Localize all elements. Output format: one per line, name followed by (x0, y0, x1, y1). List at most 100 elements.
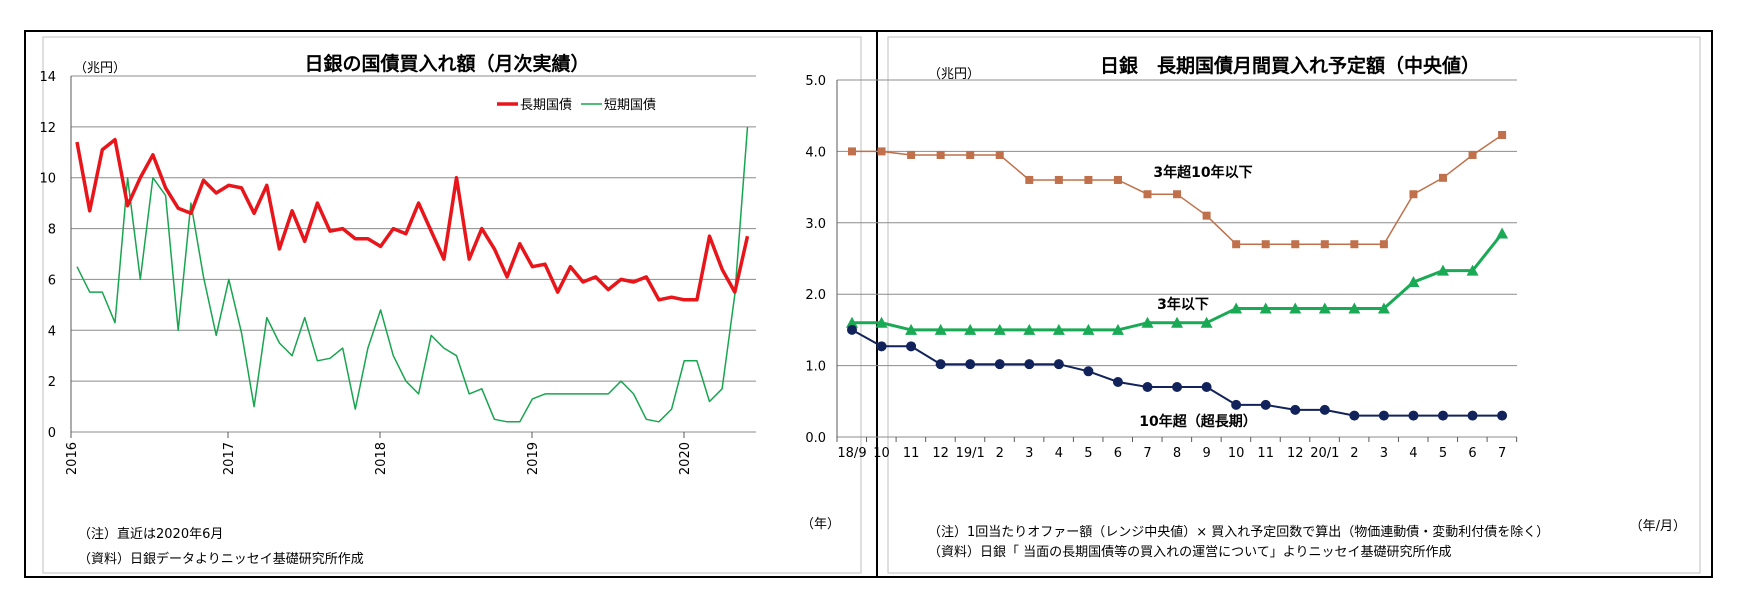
data-point-circle (1172, 382, 1183, 393)
x-unit-label: （年/月） (1630, 519, 1686, 534)
y-unit-label: （兆円） (74, 61, 126, 76)
data-point-triangle (1318, 302, 1331, 314)
source-note: （資料）日銀データよりニッセイ基礎研究所作成 (78, 551, 364, 567)
note-line: （注）1回当たりオファー額（レンジ中央値）× 買入れ予定回数で算出（物価連動債・… (928, 524, 1549, 540)
x-tick-label: 2017 (222, 442, 237, 475)
data-point-circle (876, 341, 887, 352)
data-point-triangle (1141, 316, 1154, 328)
data-point-circle (1319, 404, 1330, 415)
series-label: 10年超（超長期） (1139, 413, 1256, 430)
data-point-square (907, 150, 916, 159)
x-tick-label: 7 (1498, 446, 1506, 461)
data-point-triangle (1437, 264, 1449, 276)
data-point-square (1054, 175, 1063, 184)
y-tick-label: 4.0 (805, 145, 826, 160)
data-point-square (1261, 240, 1270, 249)
data-point-triangle (1082, 323, 1095, 335)
data-point-triangle (1496, 227, 1509, 239)
data-point-triangle (905, 323, 918, 335)
y-tick-label: 5.0 (805, 74, 826, 89)
y-tick-label: 2.0 (805, 288, 826, 303)
data-point-square (848, 147, 856, 156)
legend: 長期国債 短期国債 (497, 98, 656, 113)
x-tick-label: 2016 (65, 442, 80, 475)
x-tick-label: 11 (1257, 446, 1274, 461)
data-point-triangle (934, 323, 947, 335)
y-tick-label: 4 (48, 324, 56, 339)
data-point-square (936, 150, 945, 159)
chart-title: 日銀 長期国債月間買入れ予定額（中央値） (1100, 54, 1480, 77)
x-tick-label: 9 (1202, 446, 1210, 461)
data-point-triangle (1259, 302, 1272, 314)
data-point-triangle (1200, 316, 1213, 328)
x-tick-label: 3 (1025, 446, 1033, 461)
chart-title: 日銀の国債買入れ額（月次実績） (304, 52, 589, 75)
data-point-circle (1024, 359, 1035, 370)
x-tick-label: 2020 (678, 442, 693, 475)
data-point-triangle (1377, 302, 1390, 314)
y-tick-label: 3.0 (805, 217, 826, 232)
x-tick-label: 7 (1143, 446, 1151, 461)
data-point-circle (965, 359, 976, 370)
data-point-square (1202, 211, 1211, 220)
y-axis-ticks: 0.0 1.0 2.0 3.0 4.0 5.0 (805, 74, 826, 446)
data-point-circle (847, 324, 857, 335)
data-point-square (1439, 173, 1447, 182)
data-point-triangle (1407, 276, 1420, 288)
data-point-square (1379, 240, 1388, 249)
data-point-square (1173, 190, 1182, 199)
x-tick-label: 8 (1173, 446, 1181, 461)
y-tick-label: 14 (39, 70, 56, 85)
x-tick-label: 5 (1439, 446, 1447, 461)
data-point-square (1409, 190, 1418, 199)
data-point-triangle (993, 323, 1006, 335)
data-point-square (1320, 240, 1329, 249)
data-point-triangle (875, 316, 888, 328)
data-point-circle (1053, 359, 1064, 370)
plot-frame (42, 36, 862, 574)
data-point-triangle (1171, 316, 1184, 328)
x-tick-label: 2 (1350, 446, 1358, 461)
data-point-circle (1497, 410, 1508, 421)
data-point-circle (1231, 399, 1242, 410)
x-tick-label: 6 (1468, 446, 1476, 461)
data-point-triangle (1052, 323, 1065, 335)
data-point-circle (1260, 399, 1271, 410)
data-point-square (1232, 240, 1241, 249)
data-point-square (1113, 175, 1122, 184)
y-tick-label: 6 (48, 273, 56, 288)
data-point-square (877, 147, 886, 156)
y-tick-label: 1.0 (805, 360, 826, 375)
x-tick-label: 4 (1055, 446, 1063, 461)
series-lines (75, 126, 750, 423)
y-tick-label: 10 (39, 172, 56, 187)
x-axis-ticks: 2016 2017 2018 2019 2020 (65, 432, 693, 475)
data-point-triangle (1111, 323, 1124, 335)
data-point-circle (1142, 382, 1153, 393)
note-line: （注）直近は2020年6月 (78, 527, 223, 542)
x-unit-label: （年） (801, 517, 840, 532)
series-line-long-term (75, 137, 750, 302)
x-tick-label: 20/1 (1310, 446, 1339, 461)
x-tick-label: 19/1 (956, 446, 985, 461)
data-point-circle (1467, 410, 1478, 421)
data-point-triangle (1348, 302, 1361, 314)
data-point-circle (1438, 410, 1448, 421)
data-point-circle (1083, 366, 1094, 377)
data-point-triangle (1289, 302, 1302, 314)
data-point-triangle (1023, 323, 1036, 335)
x-tick-label: 12 (1287, 446, 1304, 461)
data-point-circle (906, 341, 917, 352)
x-tick-label: 2019 (526, 442, 541, 475)
x-tick-label: 3 (1380, 446, 1388, 461)
data-point-square (1498, 130, 1507, 139)
data-point-square (1350, 240, 1359, 249)
data-point-triangle (1230, 302, 1243, 314)
x-axis-ticks: 18/9 10 11 12 19/1 2 3 4 5 6 7 8 9 10 11 12 20/1 2 3 4 5 6 7 (836, 437, 1518, 461)
y-unit-label: （兆円） (928, 67, 980, 82)
data-point-circle (1290, 404, 1301, 415)
x-tick-label: 10 (873, 446, 890, 461)
data-point-circle (935, 359, 946, 370)
data-point-circle (994, 359, 1005, 370)
